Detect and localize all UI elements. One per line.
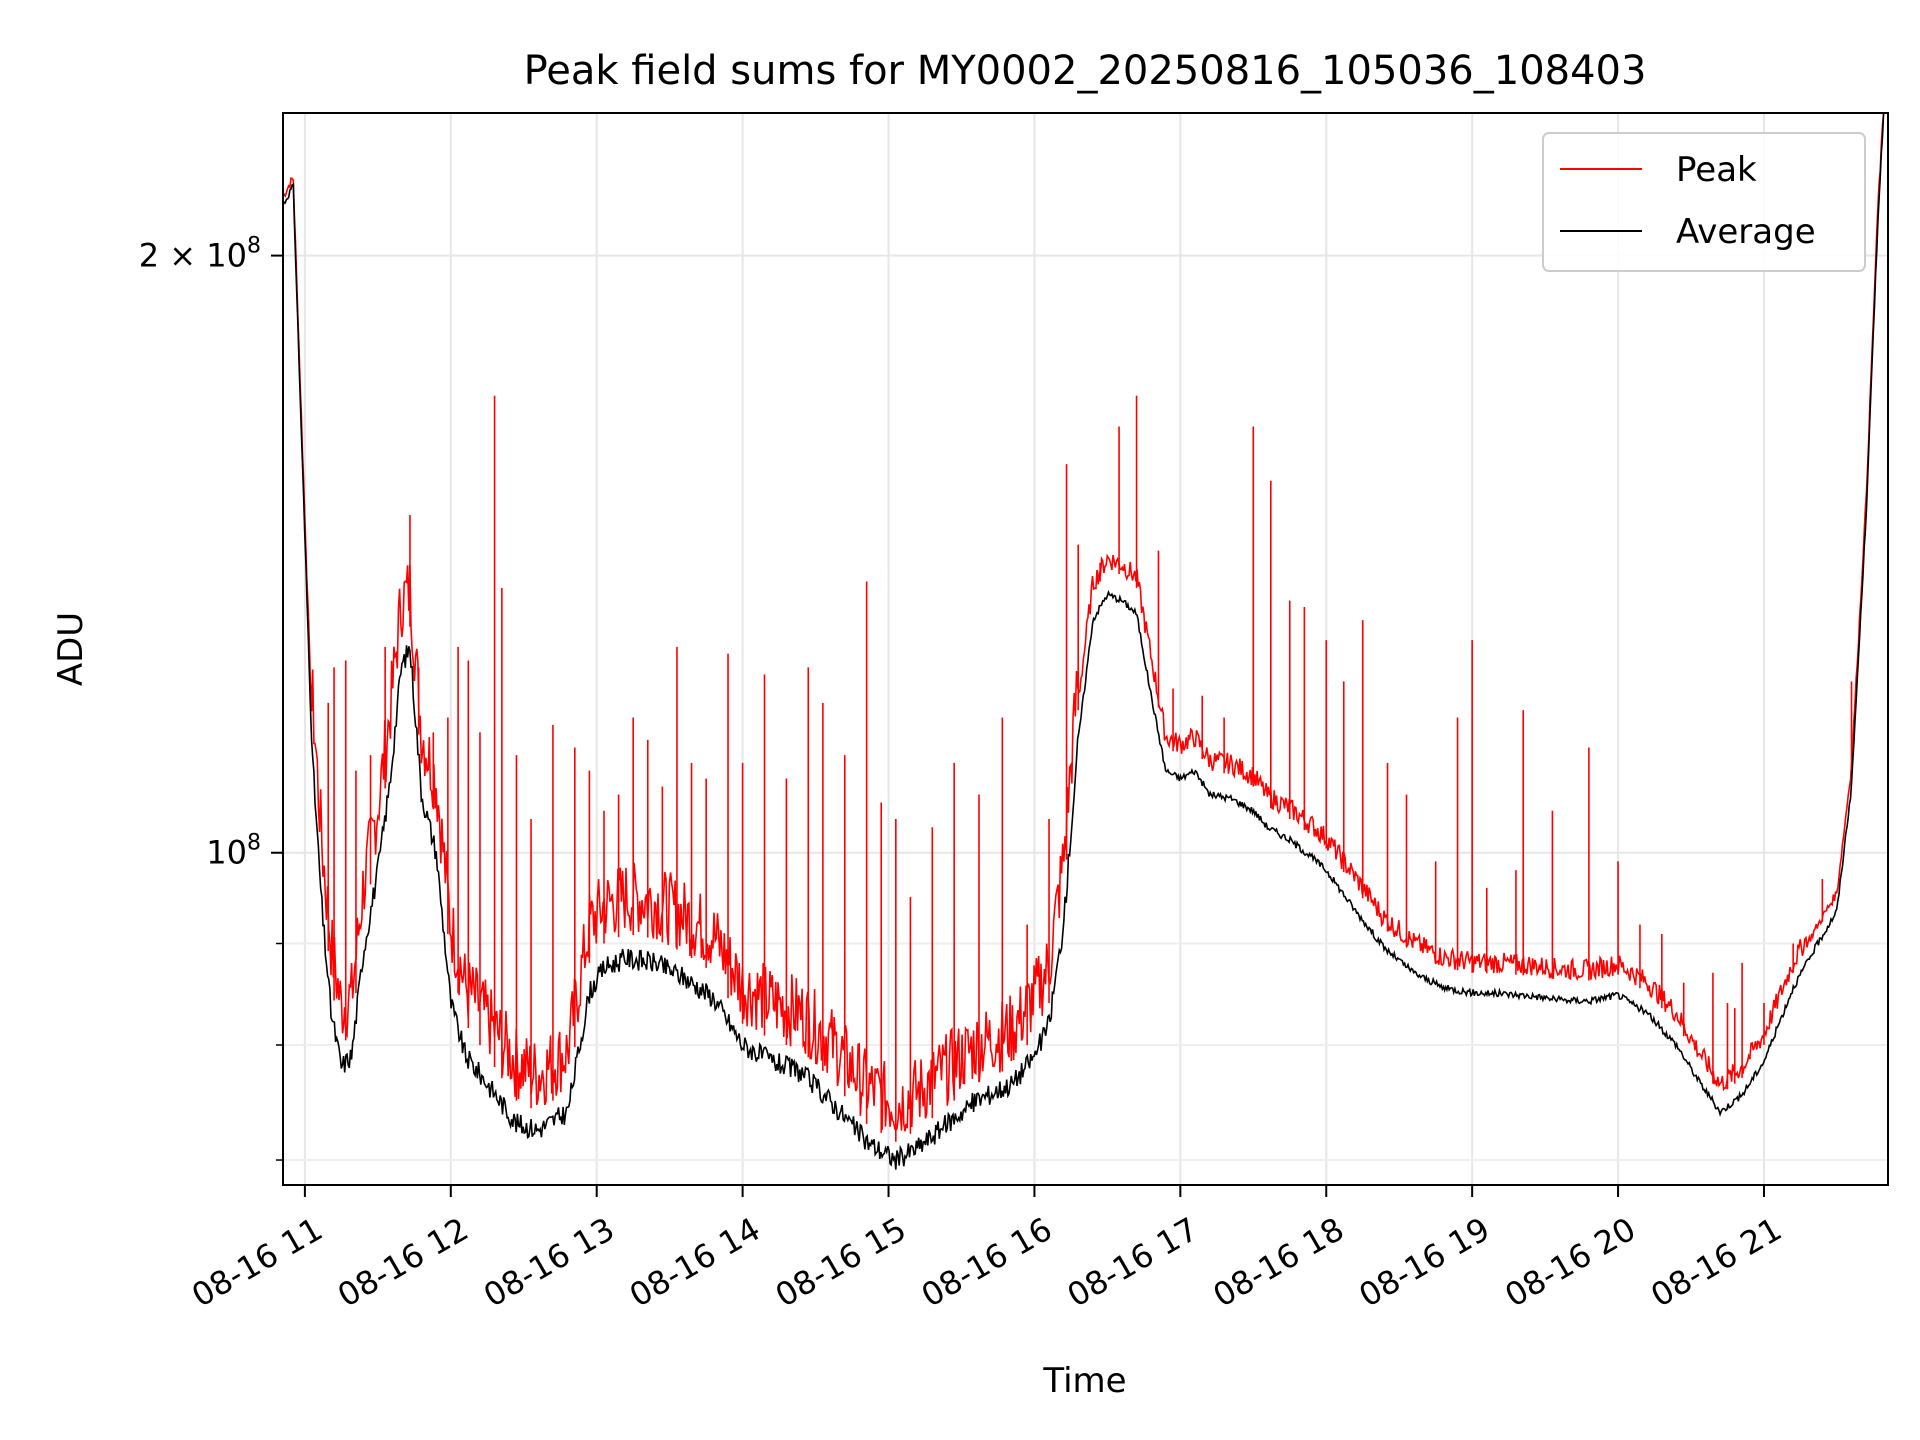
x-axis-label: Time <box>1042 1361 1126 1401</box>
series-peak-line <box>282 112 1885 1132</box>
y-axis-label: ADU <box>51 612 91 686</box>
legend: Peak Average <box>1542 132 1866 272</box>
series-average-line <box>282 112 1885 1170</box>
plot-series <box>282 112 1885 1170</box>
y-tick-label: 2 × 108 <box>139 234 261 275</box>
legend-label-average: Average <box>1676 212 1816 252</box>
chart-title: Peak field sums for MY0002_20250816_1050… <box>524 48 1647 94</box>
plot-frame <box>282 112 1889 1186</box>
legend-box <box>1542 132 1866 272</box>
legend-label-peak: Peak <box>1676 150 1757 190</box>
